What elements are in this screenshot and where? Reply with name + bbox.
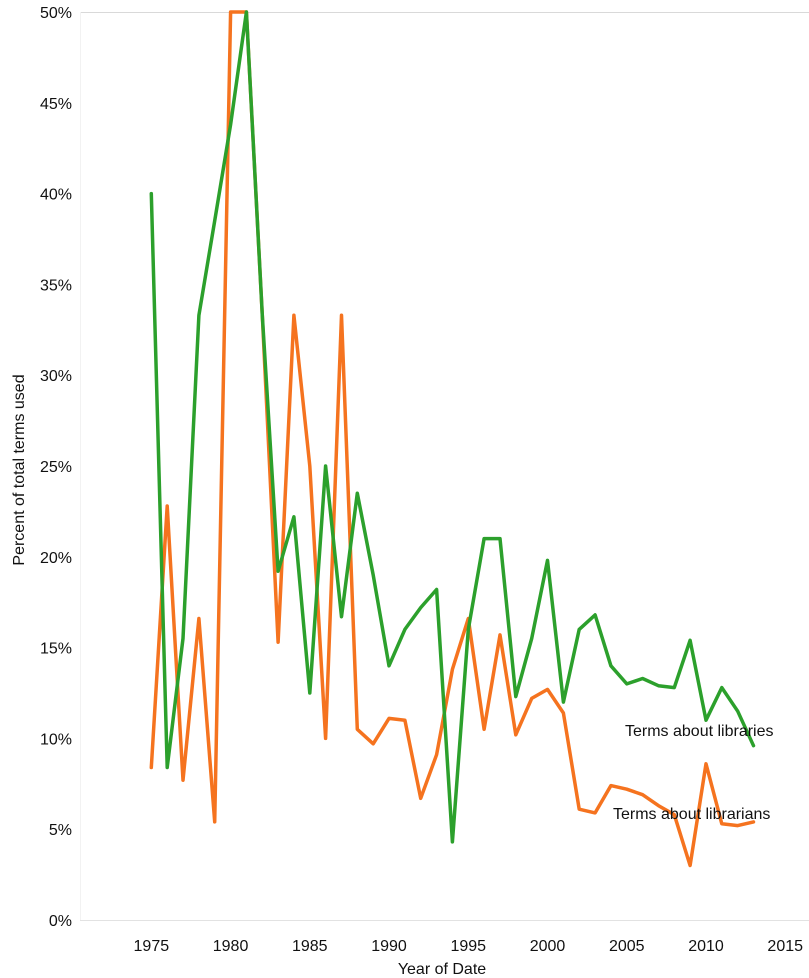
series-label-librarians: Terms about librarians — [613, 806, 770, 823]
x-tick-label: 1985 — [292, 938, 328, 955]
y-tick-label: 45% — [40, 96, 72, 113]
y-tick-label: 5% — [49, 822, 72, 839]
x-tick-label: 1995 — [450, 938, 486, 955]
x-tick-label: 2015 — [767, 938, 803, 955]
x-tick-label: 1990 — [371, 938, 407, 955]
series-labels: Terms about libraries Terms about librar… — [613, 723, 774, 823]
x-axis-title: Year of Date — [398, 961, 486, 978]
y-tick-label: 50% — [40, 5, 72, 22]
y-tick-label: 25% — [40, 459, 72, 476]
x-tick-label: 2010 — [688, 938, 724, 955]
y-tick-label: 10% — [40, 731, 72, 748]
y-tick-label: 20% — [40, 550, 72, 567]
x-tick-label: 2000 — [530, 938, 566, 955]
x-axis-ticks: 1975 1980 1985 1990 1995 2000 2005 2010 2015 — [134, 938, 804, 955]
x-tick-label: 1980 — [213, 938, 249, 955]
x-tick-label: 2005 — [609, 938, 645, 955]
y-axis-ticks: 0% 5% 10% 15% 20% 25% 30% 35% 40% 45% 50% — [40, 5, 72, 930]
plot-background — [80, 12, 809, 920]
y-tick-label: 40% — [40, 187, 72, 204]
series-lines — [149, 10, 756, 868]
y-tick-label: 15% — [40, 641, 72, 658]
x-tick-label: 1975 — [134, 938, 170, 955]
y-axis-title: Percent of total terms used — [11, 374, 28, 565]
series-line-libraries — [149, 10, 756, 844]
y-tick-label: 30% — [40, 368, 72, 385]
y-tick-label: 0% — [49, 913, 72, 930]
series-label-libraries: Terms about libraries — [625, 723, 774, 740]
y-tick-label: 35% — [40, 277, 72, 294]
